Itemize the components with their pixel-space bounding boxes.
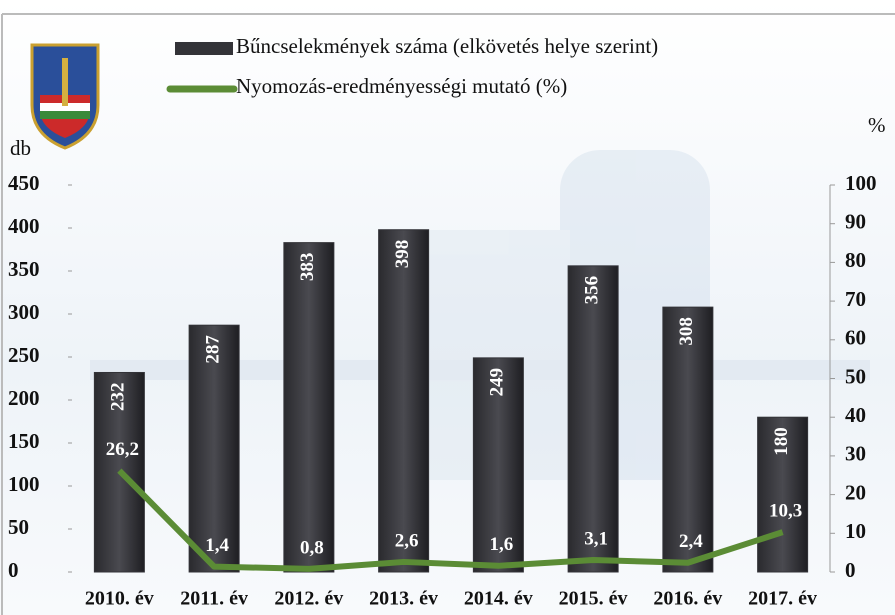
line-value-label: 1,4	[205, 535, 229, 556]
y2-tick-label: 20	[845, 480, 866, 504]
bar-value-label: 308	[676, 317, 697, 346]
y2-tick-label: 100	[845, 171, 877, 195]
bar-value-label: 180	[771, 427, 792, 456]
bar-value-label: 398	[392, 240, 413, 269]
y2-tick-label: 60	[845, 326, 866, 350]
legend-label: Nyomozás-eredményességi mutató (%)	[236, 74, 567, 98]
y-tick-label: 450	[8, 171, 40, 195]
x-tick-label: 2014. év	[464, 588, 533, 610]
y2-axis-label: %	[868, 113, 886, 137]
y-tick-label: 100	[8, 472, 40, 496]
y-tick-label: 200	[8, 386, 40, 410]
line-value-label: 2,4	[679, 531, 703, 552]
y2-tick-label: 0	[845, 558, 856, 582]
y2-tick-label: 10	[845, 519, 866, 543]
y-tick-label: 250	[8, 343, 40, 367]
x-tick-label: 2017. év	[748, 588, 817, 610]
bar	[284, 243, 334, 572]
line-value-label: 0,8	[300, 537, 324, 558]
y2-tick-label: 50	[845, 364, 866, 388]
x-tick-label: 2015. év	[559, 588, 628, 610]
bar-value-label: 356	[581, 276, 602, 305]
y2-tick-label: 40	[845, 403, 866, 427]
bar	[379, 230, 429, 572]
x-tick-label: 2013. év	[369, 588, 438, 610]
y-tick-label: 50	[8, 515, 29, 539]
bar	[568, 266, 618, 572]
y-tick-label: 300	[8, 300, 40, 324]
y-tick-label: 350	[8, 257, 40, 281]
y2-tick-label: 80	[845, 248, 866, 272]
y2-tick-label: 30	[845, 442, 866, 466]
y2-tick-label: 70	[845, 287, 866, 311]
bar-value-label: 249	[487, 368, 508, 397]
y-axis-label: db	[10, 136, 31, 160]
chart: Bűncselekmények száma (elkövetés helye s…	[0, 0, 895, 615]
y-tick-label: 150	[8, 429, 40, 453]
line-value-label: 1,6	[490, 534, 514, 555]
x-tick-label: 2010. év	[85, 588, 154, 610]
y-tick-label: 0	[8, 558, 19, 582]
bar-value-label: 383	[297, 253, 318, 282]
bar-value-label: 232	[108, 382, 129, 411]
x-tick-label: 2012. év	[274, 588, 343, 610]
line-value-label: 3,1	[584, 528, 608, 549]
line-value-label: 26,2	[106, 439, 139, 460]
y2-tick-label: 90	[845, 210, 866, 234]
x-tick-label: 2016. év	[653, 588, 722, 610]
line-value-label: 2,6	[395, 530, 419, 551]
legend-swatch	[175, 42, 233, 55]
y-tick-label: 400	[8, 214, 40, 238]
legend-label: Bűncselekmények száma (elkövetés helye s…	[236, 34, 658, 58]
x-tick-label: 2011. év	[180, 588, 248, 610]
line-value-label: 10,3	[769, 500, 802, 521]
bar-value-label: 287	[202, 335, 223, 364]
logo	[32, 45, 98, 148]
